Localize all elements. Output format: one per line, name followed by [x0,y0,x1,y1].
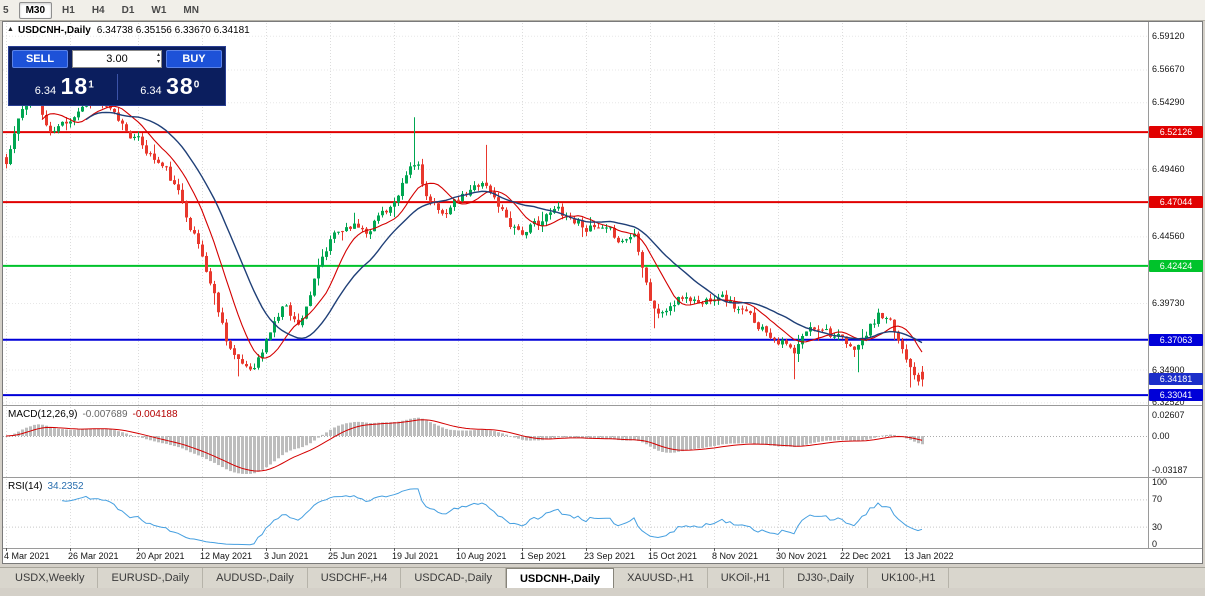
chart-title: USDCNH-,Daily 6.34738 6.35156 6.33670 6.3… [18,25,250,36]
price-axis-label: 6.59120 [1152,30,1185,41]
price-line-badge[interactable]: 6.37063 [1149,333,1203,346]
date-label: 26 Mar 2021 [68,551,119,561]
timeframe-button-5[interactable]: 5 [0,2,16,19]
date-axis-separator [3,548,1202,549]
macd-axis-label: 0.02607 [1152,410,1185,420]
date-label: 22 Dec 2021 [840,551,892,561]
chart-tab-uk100-h1[interactable]: UK100-,H1 [868,568,950,588]
timeframe-button-H1[interactable]: H1 [55,2,82,19]
rsi-indicator-label: RSI(14) 34.2352 [8,481,84,492]
volume-stepper[interactable]: 3.00 ▴ ▾ [72,50,162,68]
chart-tab-xauusd-h1[interactable]: XAUUSD-,H1 [614,568,708,588]
chart-tab-dj30-daily[interactable]: DJ30-,Daily [784,568,869,588]
macd-axis-label: -0.03187 [1152,465,1188,475]
symbol-label: USDCNH-,Daily [18,25,91,36]
timeframe-toolbar: 5 M30 H1 H4 D1 W1 MN [0,0,1205,21]
timeframe-button-H4[interactable]: H4 [85,2,112,19]
date-tick [714,548,715,551]
date-label: 3 Jun 2021 [264,551,309,561]
buy-price[interactable]: 6.34 380 [140,73,200,99]
date-tick [394,548,395,551]
one-click-trading-panel: SELL 3.00 ▴ ▾ BUY 6.34 181 6.34 380 [8,46,226,106]
chart-tab-audusd-daily[interactable]: AUDUSD-,Daily [203,568,308,588]
price-axis-label: 6.44560 [1152,231,1185,242]
price-line-badge[interactable]: 6.33041 [1149,389,1203,402]
rsi-axis-label: 30 [1152,521,1163,532]
date-tick [842,548,843,551]
current-price-badge: 6.34181 [1149,373,1203,386]
macd-indicator-label: MACD(12,26,9) -0.007689 -0.004188 [8,409,178,420]
timeframe-button-W1[interactable]: W1 [144,2,173,19]
date-tick [330,548,331,551]
rsi-axis-label: 70 [1152,494,1163,505]
chart-tab-usdcad-daily[interactable]: USDCAD-,Daily [401,568,506,588]
price-axis-label: 6.32520 [1152,397,1185,408]
price-line-badge[interactable]: 6.52126 [1149,126,1203,139]
ohlc-values: 6.34738 6.35156 6.33670 6.34181 [96,25,250,36]
date-tick [458,548,459,551]
timeframe-button-M30[interactable]: M30 [18,1,53,19]
rsi-axis-label: 0 [1152,539,1158,549]
price-divider [116,73,118,100]
rsi-pane-separator[interactable] [3,477,1202,478]
price-line-badge[interactable]: 6.47044 [1149,196,1203,209]
chart-tab-usdcnh-daily[interactable]: USDCNH-,Daily [505,568,615,588]
date-label: 1 Sep 2021 [520,551,567,561]
date-label: 8 Nov 2021 [712,551,759,561]
volume-down-icon[interactable]: ▾ [156,59,160,65]
date-tick [650,548,651,551]
date-label: 4 Mar 2021 [4,551,50,561]
chart-tab-usdchf-h4[interactable]: USDCHF-,H4 [308,568,402,588]
date-tick [70,548,71,551]
date-tick [522,548,523,551]
chart-tab-usdx-weekly[interactable]: USDX,Weekly [2,568,99,588]
sell-button[interactable]: SELL [12,50,68,68]
date-tick [778,548,779,551]
date-tick [138,548,139,551]
date-label: 19 Jul 2021 [392,551,439,561]
timeframe-button-MN[interactable]: MN [176,2,206,19]
date-tick [906,548,907,551]
date-label: 15 Oct 2021 [648,551,698,561]
price-axis-label: 6.49460 [1152,163,1185,174]
sell-price[interactable]: 6.34 181 [34,73,94,99]
price-line-badge[interactable]: 6.42424 [1149,259,1203,272]
volume-value[interactable]: 3.00 [106,53,128,65]
price-axis-label: 6.39730 [1152,297,1185,308]
chart-collapse-icon[interactable]: ▲ [7,26,14,33]
date-tick [6,548,7,551]
volume-up-icon[interactable]: ▴ [156,52,160,58]
price-axis-label: 6.34900 [1152,364,1185,375]
date-label: 13 Jan 2022 [904,551,954,561]
price-axis-label: 6.56670 [1152,64,1185,75]
date-tick [586,548,587,551]
macd-pane-separator[interactable] [3,405,1202,406]
date-label: 10 Aug 2021 [456,551,507,561]
date-label: 12 May 2021 [200,551,253,561]
chart-tabs-bar: USDX,Weekly EURUSD-,Daily AUDUSD-,Daily USD… [0,567,1205,588]
date-tick [266,548,267,551]
rsi-axis-label: 100 [1152,477,1168,487]
date-label: 20 Apr 2021 [136,551,185,561]
price-axis-label: 6.54290 [1152,97,1185,108]
timeframe-button-D1[interactable]: D1 [115,2,142,19]
volume-spin-buttons: ▴ ▾ [157,51,160,67]
date-label: 23 Sep 2021 [584,551,636,561]
chart-tab-ukoil-h1[interactable]: UKOil-,H1 [708,568,785,588]
macd-axis-label: 0.00 [1152,431,1170,441]
chart-tab-eurusd-daily[interactable]: EURUSD-,Daily [98,568,204,588]
buy-button[interactable]: BUY [166,50,222,68]
date-label: 30 Nov 2021 [776,551,828,561]
price-axis-separator [1148,22,1149,548]
date-tick [202,548,203,551]
date-label: 25 Jun 2021 [328,551,378,561]
